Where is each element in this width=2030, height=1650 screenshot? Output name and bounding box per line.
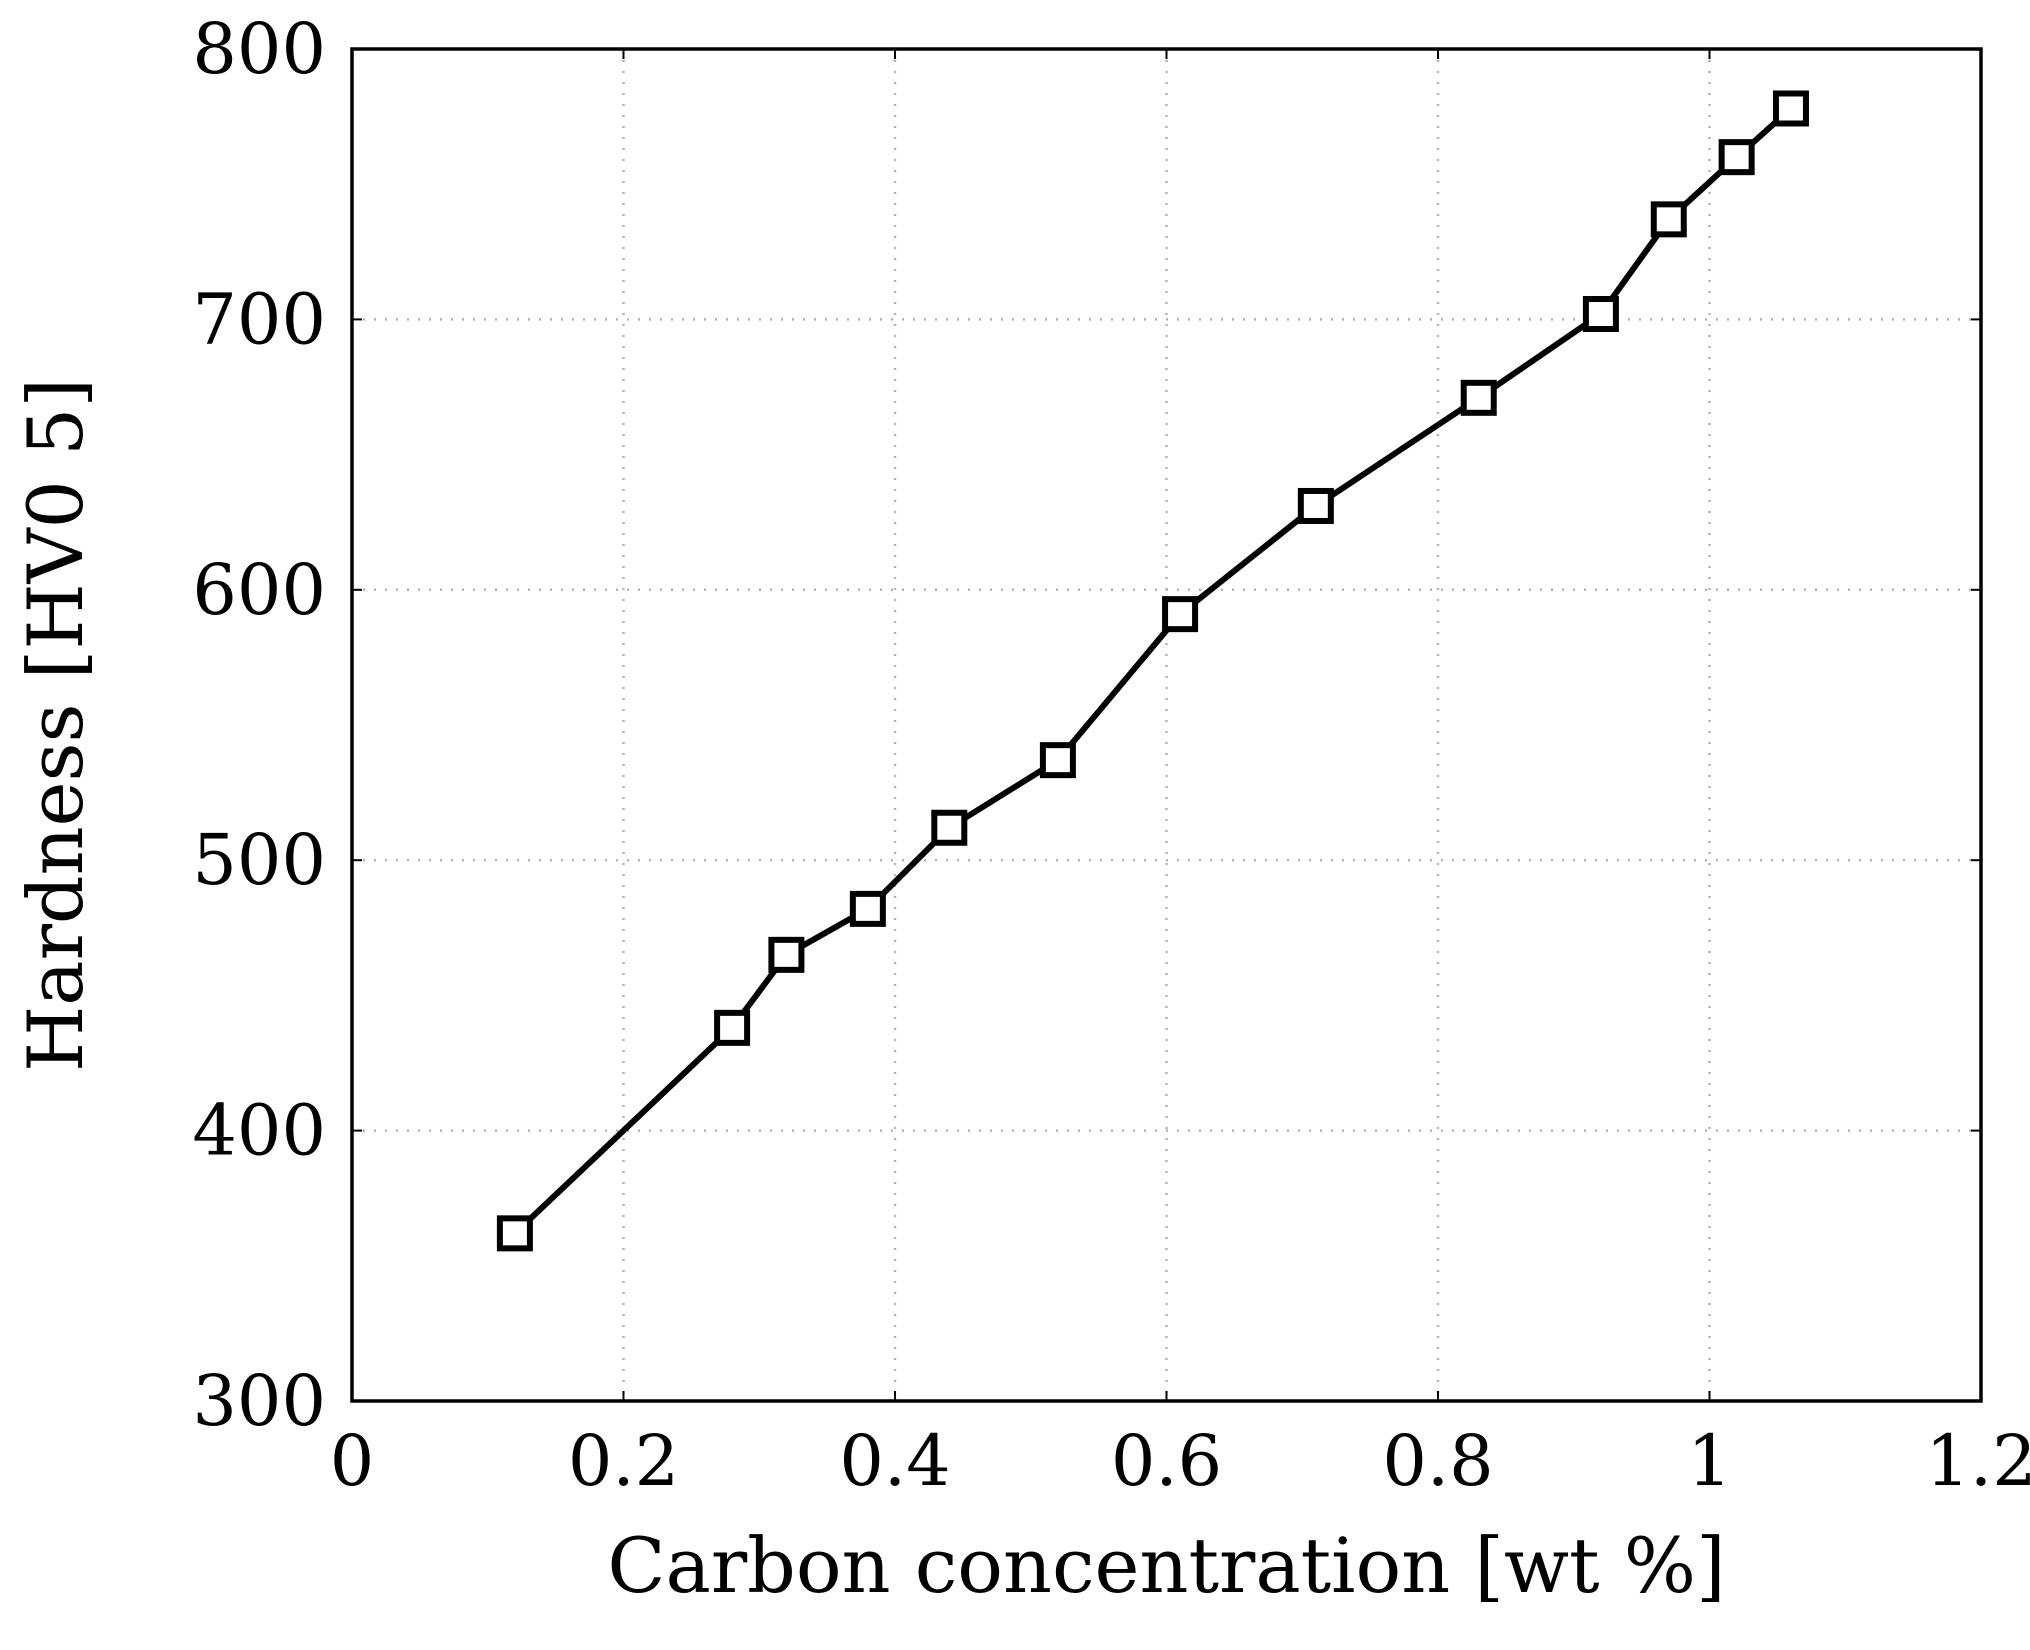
data-point-marker — [496, 1215, 533, 1252]
series-layer — [496, 90, 1809, 1252]
data-point-marker — [1460, 379, 1497, 416]
data-point-marker — [1650, 201, 1687, 238]
data-point-marker — [768, 936, 805, 973]
data-point-marker — [931, 809, 968, 846]
y-tick-label: 700 — [192, 278, 326, 360]
data-point-marker — [714, 1009, 751, 1046]
x-axis-title: Carbon concentration [wt %] — [607, 1521, 1725, 1610]
y-tick-label: 300 — [192, 1360, 326, 1442]
y-tick-label: 500 — [192, 819, 326, 901]
y-tick-label: 800 — [192, 8, 326, 90]
x-tick-label: 0.4 — [839, 1420, 950, 1502]
series-line — [511, 105, 1794, 1237]
data-point-marker — [1039, 742, 1076, 779]
y-axis-title: Hardness [HV0 5] — [11, 378, 100, 1072]
x-tick-label: 0.2 — [568, 1420, 679, 1502]
data-point-marker — [1582, 295, 1619, 332]
x-tick-label: 1 — [1687, 1420, 1732, 1502]
y-tick-label: 600 — [192, 549, 326, 631]
plot-frame — [350, 47, 1983, 1403]
x-tick-label: 1.2 — [1925, 1420, 2030, 1502]
data-point-marker — [1772, 90, 1809, 127]
data-point-marker — [849, 890, 886, 927]
x-tick-label: 0.8 — [1382, 1420, 1493, 1502]
data-point-marker — [1162, 596, 1199, 633]
y-tick-label: 400 — [192, 1090, 326, 1172]
x-tick-label: 0 — [330, 1420, 375, 1502]
ticks-layer — [351, 48, 1982, 1402]
data-point-marker — [1297, 487, 1334, 524]
data-point-marker — [1718, 139, 1755, 176]
grid-layer — [352, 49, 1981, 1401]
x-tick-label: 0.6 — [1111, 1420, 1222, 1502]
labels-layer: 0 0.2 0.4 0.6 0.8 1 1.2 300 400 500 600 700 800 — [192, 8, 2030, 1502]
